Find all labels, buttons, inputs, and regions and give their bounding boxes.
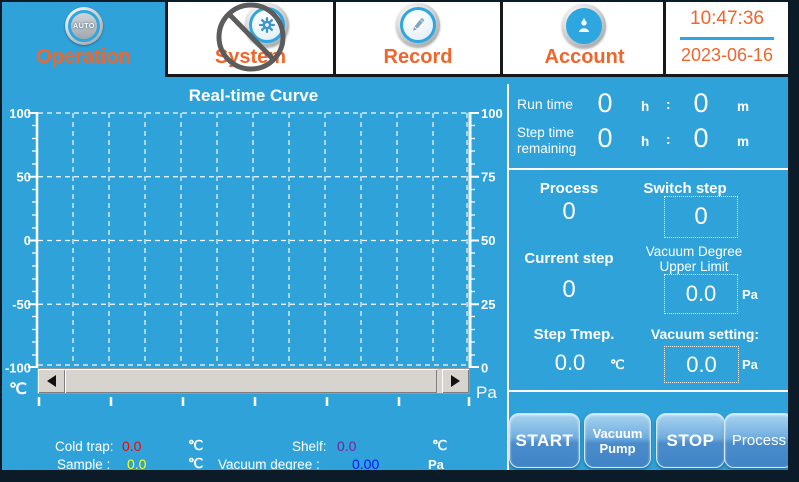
start-button[interactable]: START bbox=[509, 413, 580, 468]
current-step-value: 0 bbox=[562, 276, 576, 303]
step-time-hours-unit: h bbox=[641, 134, 650, 149]
step-temp-label: Step Tmep. bbox=[533, 326, 615, 343]
step-time-colon: : bbox=[666, 132, 671, 147]
sample-unit: ℃ bbox=[188, 456, 204, 471]
tab-operation-label: Operation bbox=[36, 46, 131, 68]
left-axis-unit: ℃ bbox=[9, 381, 27, 398]
chart-scrollbar[interactable] bbox=[37, 368, 470, 394]
start-button-label: START bbox=[515, 430, 574, 450]
vacuum-degree-unit: Pa bbox=[428, 457, 444, 472]
panel-separator-2 bbox=[509, 390, 788, 392]
scroll-left-button[interactable] bbox=[38, 369, 65, 393]
right-axis-unit: Pa bbox=[476, 383, 497, 402]
step-temp-value: 0.0 bbox=[554, 350, 586, 375]
clock-date: 2023-06-16 bbox=[680, 45, 774, 65]
process-value: 0 bbox=[562, 198, 576, 225]
step-time-hours: 0 bbox=[597, 123, 613, 153]
step-time-label-2: remaining bbox=[517, 141, 577, 156]
switch-step-label: Switch step bbox=[643, 180, 727, 197]
process-button[interactable]: Process bbox=[724, 413, 794, 468]
vacuum-upper-limit-unit: Pa bbox=[742, 287, 758, 302]
vacuum-pump-label-1: Vacuum bbox=[592, 425, 643, 441]
auto-icon-text: AUTO bbox=[73, 22, 95, 30]
sample-label: Sample : bbox=[57, 457, 111, 472]
stop-button[interactable]: STOP bbox=[656, 413, 725, 468]
run-time-minutes: 0 bbox=[693, 88, 709, 118]
left-axis-tick: 100 bbox=[9, 106, 31, 121]
shelf-unit: ℃ bbox=[432, 438, 448, 453]
process-label: Process bbox=[539, 180, 599, 197]
vacuum-upper-limit-label-1: Vacuum Degree bbox=[645, 244, 743, 259]
step-time-label-1: Step time bbox=[517, 125, 575, 140]
vacuum-degree-label: Vacuum degree : bbox=[218, 457, 320, 472]
tab-account[interactable]: Account bbox=[500, 2, 666, 77]
scroll-right-button[interactable] bbox=[442, 369, 469, 393]
shelf-label: Shelf: bbox=[292, 439, 327, 454]
run-time-label: Run time bbox=[517, 96, 574, 112]
clock-divider bbox=[680, 37, 774, 40]
cold-trap-unit: ℃ bbox=[188, 438, 204, 453]
vacuum-upper-limit-input[interactable]: 0.0 bbox=[664, 274, 738, 314]
panel-separator-1 bbox=[509, 168, 788, 170]
left-axis-tick: -50 bbox=[12, 297, 31, 312]
tab-account-label: Account bbox=[544, 46, 625, 68]
clock-time: 10:47:36 bbox=[690, 8, 764, 29]
left-axis-tick: 50 bbox=[17, 170, 31, 185]
frame-bottom bbox=[0, 470, 799, 482]
chart-title: Real-time Curve bbox=[188, 86, 319, 105]
tab-record[interactable]: Record bbox=[333, 2, 500, 77]
run-time-minutes-unit: m bbox=[737, 99, 750, 114]
cold-trap-label: Cold trap: bbox=[55, 439, 114, 454]
right-axis-tick: 100 bbox=[481, 106, 503, 121]
right-axis-tick: 0 bbox=[481, 361, 488, 376]
switch-step-input[interactable]: 0 bbox=[664, 196, 738, 238]
realtime-curve-chart: 100 50 0 -50 -100 ℃ 100 75 50 25 0 Pa bbox=[5, 106, 503, 406]
vacuum-pump-label-2: Pump bbox=[599, 440, 636, 456]
process-button-label: Process bbox=[731, 432, 787, 449]
clock-panel: 10:47:36 2023-06-16 bbox=[663, 2, 788, 77]
right-axis-tick: 75 bbox=[481, 170, 495, 185]
tab-operation[interactable]: AUTO Operation bbox=[2, 2, 165, 74]
step-time-minutes: 0 bbox=[693, 123, 709, 153]
vacuum-degree-value: 0.00 bbox=[352, 456, 380, 472]
step-temp-unit: ℃ bbox=[610, 357, 625, 372]
run-time-colon: : bbox=[666, 97, 671, 112]
vacuum-setting-input[interactable]: 0.0 bbox=[664, 346, 739, 383]
panel-separator-vertical bbox=[507, 84, 509, 470]
vacuum-pump-button[interactable]: Vacuum Pump bbox=[584, 413, 651, 468]
sample-value: 0.0 bbox=[127, 456, 147, 472]
vacuum-upper-limit-label-2: Upper Limit bbox=[659, 259, 729, 274]
auto-button-icon: AUTO bbox=[65, 7, 103, 45]
run-time-hours: 0 bbox=[597, 88, 613, 118]
stop-button-label: STOP bbox=[666, 430, 715, 450]
left-axis-tick: -100 bbox=[5, 361, 31, 376]
tab-record-label: Record bbox=[383, 46, 453, 68]
step-time-minutes-unit: m bbox=[737, 134, 750, 149]
left-arrow-icon bbox=[47, 375, 56, 387]
right-arrow-icon bbox=[451, 375, 460, 387]
current-step-label: Current step bbox=[524, 250, 614, 267]
vacuum-setting-label: Vacuum setting: bbox=[650, 326, 760, 342]
blocked-cursor-icon bbox=[216, 2, 286, 72]
frame-right bbox=[788, 0, 799, 482]
shelf-value: 0.0 bbox=[337, 438, 357, 454]
right-axis-tick: 25 bbox=[481, 297, 495, 312]
pencil-icon bbox=[396, 3, 440, 47]
vacuum-setting-unit: Pa bbox=[742, 357, 758, 372]
left-axis-tick: 0 bbox=[24, 233, 31, 248]
run-time-hours-unit: h bbox=[641, 99, 650, 114]
right-axis-tick: 50 bbox=[481, 233, 495, 248]
cold-trap-value: 0.0 bbox=[122, 438, 142, 454]
scrollbar-thumb[interactable] bbox=[65, 369, 437, 393]
user-icon bbox=[562, 4, 606, 48]
